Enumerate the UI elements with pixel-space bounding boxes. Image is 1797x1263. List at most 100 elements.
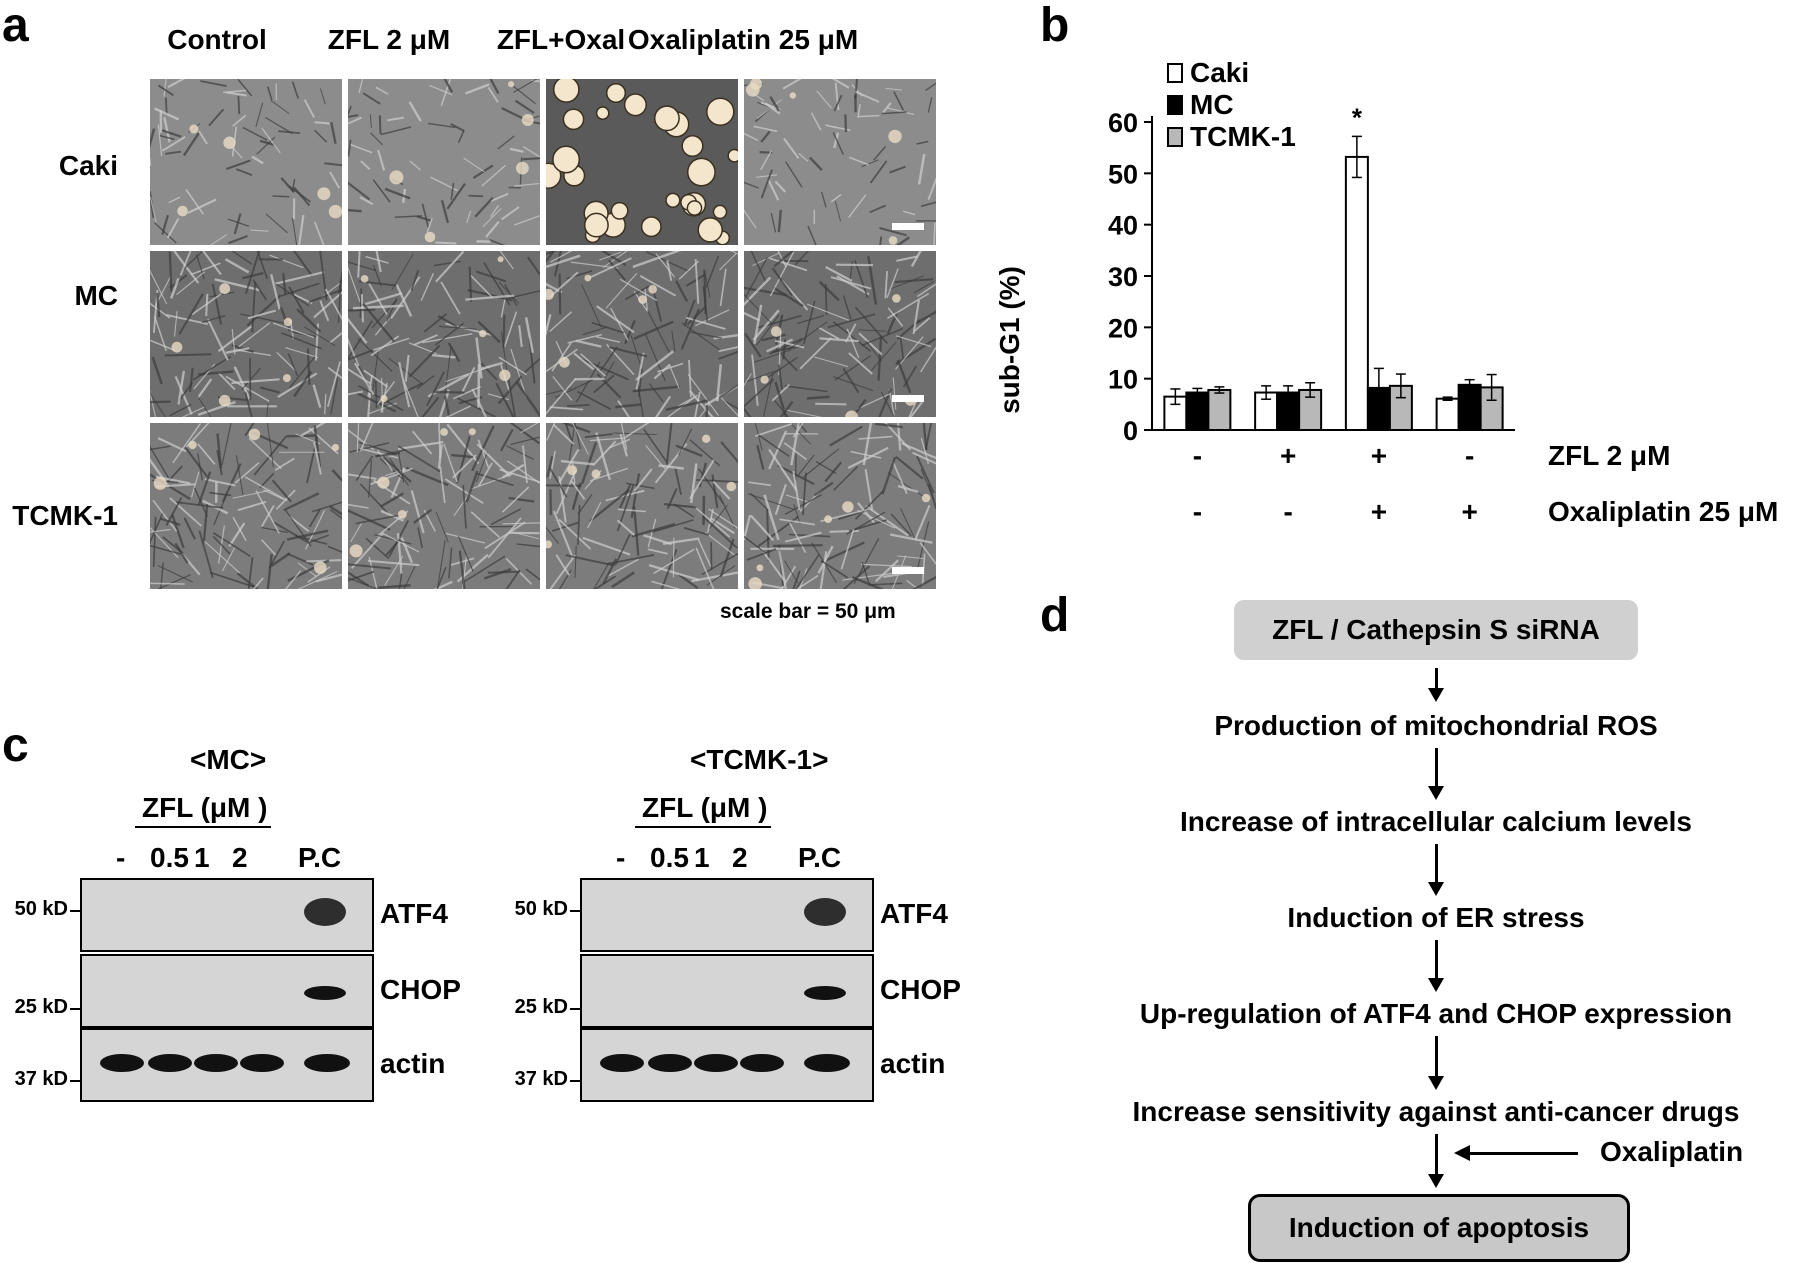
cell [777,251,787,268]
cell [655,395,672,417]
flow-arrow-head [1428,688,1444,702]
cell [790,423,800,466]
cell [591,469,601,479]
cell [470,274,493,299]
band [148,1054,192,1072]
cell [150,196,157,223]
legend-label-caki: Caki [1190,57,1249,88]
cell [619,484,632,509]
cell [623,319,636,345]
cell [195,254,205,280]
flow-step-4: Up-regulation of ATF4 and CHOP expressio… [1139,998,1733,1029]
cell [183,517,196,540]
cell [188,440,197,450]
cell [912,575,936,589]
cell [913,317,931,332]
cell [888,236,898,245]
cell [513,182,540,187]
cell [553,251,562,277]
cell [462,485,467,529]
cell [857,104,861,118]
cell [744,373,752,387]
cell [306,559,342,563]
cell [312,384,322,408]
cell [252,577,264,589]
cell [695,547,715,589]
chart-axes: 0 10 20 30 40 50 60 [1108,108,1515,446]
cell [744,514,752,541]
cell [697,217,723,243]
cell [465,470,479,503]
micrograph-tcmk-1-3 [546,423,738,589]
cell [645,445,666,470]
side-input-label: Oxaliplatin [1600,1136,1744,1167]
cell [706,565,736,586]
cell [922,423,928,451]
cell [348,509,391,531]
cell [150,390,157,417]
cell [241,367,262,390]
cell [698,468,724,505]
cell [384,187,411,200]
cell [371,347,380,394]
cell [313,221,325,245]
cell [456,435,471,484]
cell [198,530,214,579]
cell [475,270,507,283]
cell [685,274,706,287]
cell [413,334,438,346]
cell [307,534,329,544]
cell [744,132,759,142]
cell [184,446,208,478]
cell [464,83,490,95]
cell [219,283,231,295]
cell [719,253,737,271]
cell [774,484,787,516]
cell [546,526,559,544]
cell [330,121,337,144]
cell [833,94,843,112]
cell [445,532,486,544]
cell [858,114,880,118]
micrograph-tcmk-1-4 [744,423,936,589]
cell [313,441,322,475]
cell [438,325,477,330]
cell [819,337,859,343]
cell [360,160,371,171]
cell [758,434,790,458]
cell [896,359,912,394]
cell [508,496,535,503]
cell [694,391,701,417]
cell [348,337,360,367]
cell [231,328,236,355]
cell [768,448,798,492]
cell [854,260,869,298]
cell [727,148,738,163]
cell [567,465,578,476]
cell [431,353,456,359]
cell [574,377,605,381]
cell [287,552,314,566]
cell [882,102,892,114]
band [600,1054,644,1072]
cell [580,353,607,377]
cell [857,329,887,332]
sign-3: + [1370,496,1388,527]
flow-bottom-box: Induction of apoptosis [1248,1194,1630,1262]
cell [927,97,933,113]
cell [648,285,657,294]
significance-star: * [1352,102,1363,132]
cell [769,338,803,355]
cell [558,518,592,550]
bar-caki-3 [1344,155,1369,431]
cell [549,406,584,411]
cell [397,451,405,483]
y-tick-label: 20 [1108,313,1138,343]
cell [635,352,645,390]
cell [831,79,850,89]
cell [842,501,854,513]
cell [225,375,270,402]
cell [372,264,382,287]
lane-label: - [116,842,126,873]
